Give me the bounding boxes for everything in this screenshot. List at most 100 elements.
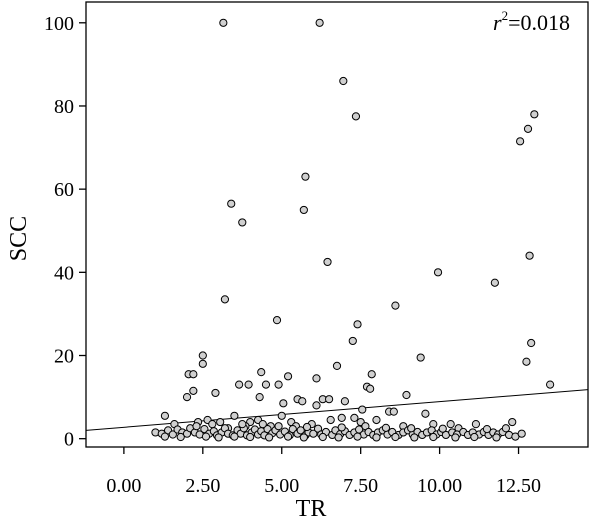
data-point (350, 413, 359, 422)
data-point (246, 432, 255, 442)
data-point (391, 301, 400, 310)
y-axis-title: SCC (6, 216, 32, 261)
data-point (244, 380, 253, 389)
data-point (429, 432, 438, 442)
data-point (351, 112, 361, 121)
x-tick-label: 12.50 (496, 475, 541, 497)
x-axis-title: TR (296, 496, 327, 520)
data-point (301, 172, 310, 181)
data-point (337, 423, 346, 432)
data-point (309, 429, 318, 438)
data-point (298, 397, 307, 406)
x-tick-label: 2.50 (185, 475, 220, 497)
data-point (527, 338, 536, 348)
data-point (312, 401, 321, 410)
data-point (230, 432, 239, 441)
data-point (470, 432, 479, 442)
data-point (323, 257, 332, 267)
data-point (296, 426, 305, 435)
data-point (283, 372, 293, 381)
fit-line (85, 389, 589, 431)
data-point (508, 417, 517, 427)
data-point (238, 218, 247, 227)
data-point (168, 430, 177, 439)
r-symbol: r (493, 10, 502, 35)
data-point (353, 432, 362, 441)
data-point (176, 432, 185, 442)
data-point (482, 425, 492, 434)
data-point (410, 433, 419, 442)
data-point (530, 110, 539, 119)
data-point (372, 415, 381, 425)
data-point (318, 432, 327, 442)
data-point (402, 390, 411, 400)
data-point (160, 432, 170, 441)
data-point (416, 353, 425, 362)
data-point (198, 351, 207, 360)
r-squared-annotation: r2=0.018 (493, 8, 570, 35)
data-point (332, 361, 342, 371)
r-superscript: 2 (502, 8, 509, 23)
data-point (211, 388, 220, 398)
x-axis: 0.00 2.50 5.00 7.50 10.00 12.50 (106, 447, 541, 497)
data-point (192, 422, 201, 431)
data-point (492, 433, 501, 442)
data-point (219, 18, 228, 27)
data-point (312, 374, 321, 383)
y-tick-label: 0 (64, 429, 74, 451)
x-tick-label: 10.00 (417, 475, 462, 497)
data-point (220, 295, 230, 304)
data-point (407, 424, 416, 433)
y-axis: 0 20 40 60 80 100 (44, 13, 86, 451)
data-point (160, 411, 170, 420)
data-point (214, 433, 223, 442)
data-point (198, 359, 207, 368)
data-point (391, 432, 400, 442)
r-value: =0.018 (508, 10, 570, 35)
data-point (189, 386, 198, 395)
data-point (522, 357, 531, 366)
x-tick-label: 5.00 (264, 475, 299, 497)
data-point (227, 199, 236, 208)
data-point (471, 420, 481, 429)
data-point (381, 423, 391, 432)
data-point (446, 420, 455, 429)
data-point (501, 424, 511, 433)
data-point (358, 405, 367, 414)
data-point (546, 380, 555, 389)
data-point (340, 397, 349, 406)
y-tick-label: 100 (44, 13, 74, 35)
data-point (389, 407, 398, 416)
data-point (283, 432, 293, 441)
data-point (216, 417, 225, 427)
data-point (433, 268, 443, 277)
data-point (366, 384, 375, 393)
data-point (367, 370, 376, 379)
plot-frame (85, 1, 589, 448)
data-point (201, 432, 211, 441)
data-point (182, 392, 192, 402)
data-point (208, 420, 217, 429)
data-point (265, 433, 274, 442)
y-tick-label: 40 (54, 262, 74, 284)
data-point (258, 420, 267, 429)
data-point (274, 422, 283, 431)
data-point (302, 422, 312, 432)
data-point (525, 251, 534, 260)
data-point (230, 411, 239, 420)
data-point (277, 411, 286, 420)
x-tick-label: 0.00 (106, 475, 141, 497)
data-point (325, 395, 334, 404)
data-point (339, 76, 348, 86)
data-point (238, 420, 247, 429)
data-point (272, 316, 282, 325)
data-point (189, 370, 198, 379)
data-point (279, 399, 288, 408)
data-point (235, 380, 244, 389)
data-point (451, 433, 460, 442)
data-point (315, 18, 324, 27)
data-point (326, 415, 335, 425)
data-point (421, 409, 430, 418)
data-point (299, 205, 308, 215)
